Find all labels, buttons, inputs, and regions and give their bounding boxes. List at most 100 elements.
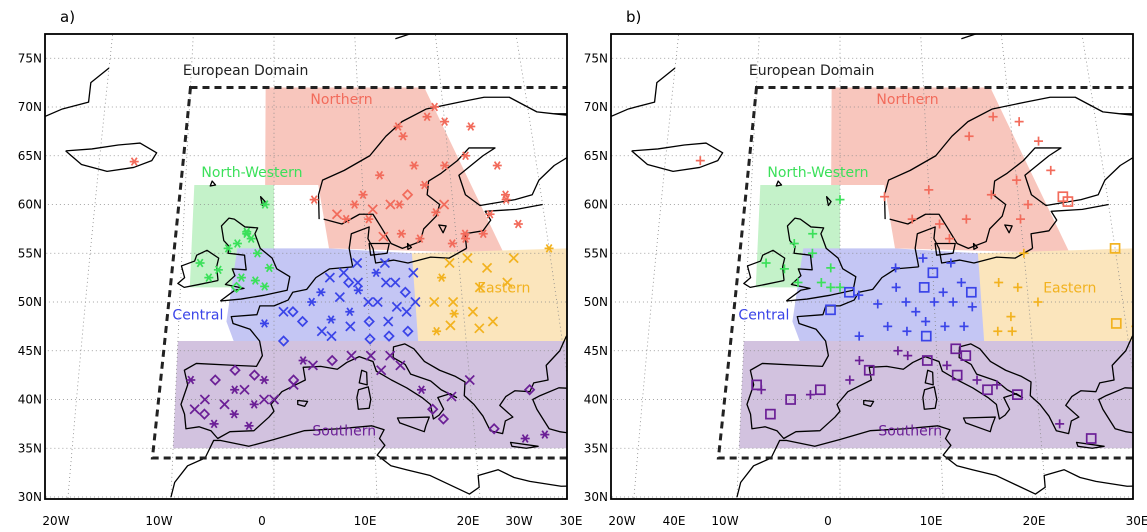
station-marker — [918, 253, 928, 263]
station-marker — [345, 321, 356, 332]
lat-label: 30N — [18, 490, 42, 504]
station-marker — [993, 326, 1003, 336]
station-marker — [844, 286, 855, 298]
station-marker — [324, 272, 335, 283]
station-marker — [259, 394, 270, 405]
station-marker — [242, 227, 252, 237]
station-marker — [342, 276, 355, 289]
lon-label: 0 — [258, 514, 266, 528]
station-marker — [891, 263, 901, 273]
station-marker — [1034, 136, 1044, 146]
station-marker — [236, 273, 246, 282]
station-marker — [992, 380, 1002, 390]
station-marker — [967, 302, 977, 312]
station-marker — [751, 379, 762, 391]
station-marker — [437, 273, 447, 282]
station-marker — [367, 204, 378, 215]
station-marker — [393, 122, 403, 131]
station-marker — [129, 157, 139, 166]
station-marker — [278, 306, 289, 317]
station-marker — [430, 102, 440, 112]
station-marker — [964, 131, 974, 141]
station-marker — [1046, 165, 1056, 175]
station-marker — [907, 214, 917, 224]
station-marker — [938, 287, 948, 297]
station-marker — [363, 296, 374, 308]
station-marker — [394, 200, 404, 209]
station-marker — [461, 151, 471, 161]
station-marker — [260, 282, 270, 291]
region-label-northern: Northern — [876, 92, 938, 108]
station-marker — [807, 248, 817, 258]
station-marker — [994, 278, 1004, 287]
station-marker — [1055, 419, 1065, 429]
station-marker — [474, 282, 485, 293]
region-northern — [831, 87, 1070, 254]
station-marker — [446, 391, 457, 402]
station-marker — [467, 306, 479, 317]
station-marker — [883, 321, 893, 331]
station-marker — [808, 229, 818, 239]
station-marker — [204, 273, 214, 282]
lon-label: 10W — [145, 514, 172, 528]
lat-label: 65N — [584, 149, 608, 163]
station-marker — [427, 403, 439, 415]
station-marker — [1019, 248, 1029, 258]
station-marker — [485, 209, 495, 219]
station-marker — [189, 404, 200, 415]
station-marker — [432, 326, 442, 336]
station-marker — [478, 229, 488, 239]
station-marker — [352, 277, 364, 288]
station-marker — [1007, 326, 1017, 336]
station-marker — [1006, 312, 1016, 322]
station-marker — [379, 257, 390, 269]
station-marker — [460, 229, 470, 239]
station-marker — [1023, 200, 1033, 209]
station-marker — [854, 290, 864, 300]
station-marker — [378, 231, 389, 242]
station-marker — [287, 306, 299, 318]
lat-label: 45N — [584, 344, 608, 358]
station-markers-b — [695, 112, 1133, 444]
station-marker — [383, 330, 395, 342]
lat-label: 60N — [18, 198, 42, 212]
station-marker — [902, 326, 912, 336]
station-marker — [250, 276, 260, 285]
station-marker — [1014, 117, 1024, 127]
station-marker — [316, 326, 327, 337]
station-marker — [391, 301, 402, 312]
station-marker — [338, 267, 349, 278]
station-marker — [230, 281, 243, 294]
lat-label: 40N — [584, 393, 608, 407]
station-marker — [385, 350, 396, 361]
station-marker — [921, 317, 931, 326]
station-marker — [296, 315, 309, 328]
domain-label: European Domain — [183, 63, 308, 79]
station-marker — [944, 234, 954, 244]
station-marker — [924, 185, 934, 195]
lon-label: 10E — [920, 514, 943, 528]
station-marker — [346, 350, 357, 361]
lat-label: 45N — [18, 344, 42, 358]
station-marker — [935, 219, 945, 229]
station-marker — [364, 333, 376, 345]
station-marker — [371, 268, 381, 278]
station-marker — [793, 278, 803, 287]
station-marker — [826, 263, 836, 273]
station-marker — [444, 257, 455, 269]
map-panel-a: Northern North-Western Central Eastern South… — [18, 8, 686, 528]
station-marker — [880, 192, 890, 202]
station-marker — [946, 258, 956, 268]
station-marker — [248, 369, 261, 381]
lat-label: 50N — [584, 295, 608, 309]
region-central — [792, 248, 993, 346]
station-marker — [959, 321, 969, 331]
station-marker — [901, 297, 911, 307]
station-marker — [334, 292, 345, 303]
station-marker — [1110, 318, 1122, 329]
station-marker — [198, 408, 211, 420]
station-marker — [229, 364, 241, 376]
station-marker — [960, 350, 972, 361]
station-marker — [942, 360, 952, 370]
station-marker — [927, 267, 939, 279]
